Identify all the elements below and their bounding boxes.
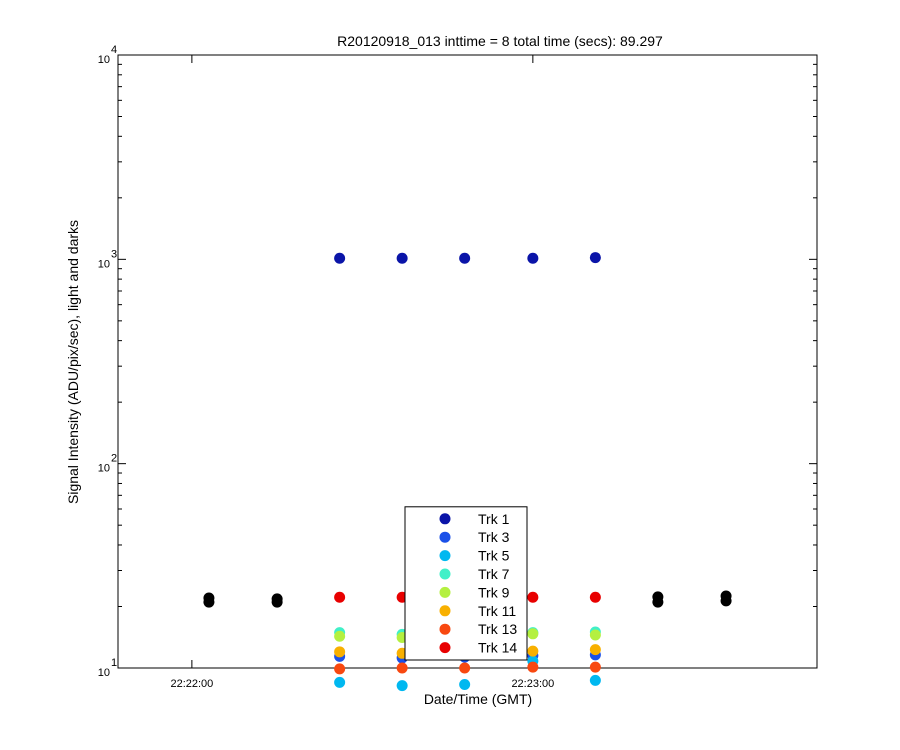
data-point xyxy=(527,591,539,603)
data-point xyxy=(459,252,471,264)
legend-marker xyxy=(439,623,451,635)
legend-label: Trk 3 xyxy=(478,529,510,545)
y-tick-exponent: 1 xyxy=(111,657,117,669)
y-tick-label: 10 xyxy=(98,54,110,66)
data-point xyxy=(334,591,346,603)
data-point xyxy=(334,252,346,264)
y-tick-label: 10 xyxy=(98,463,110,475)
legend-marker xyxy=(439,642,451,654)
data-point xyxy=(589,629,601,641)
data-point xyxy=(589,591,601,603)
data-point xyxy=(527,628,539,640)
x-tick-label: 22:22:00 xyxy=(170,678,213,690)
legend-label: Trk 5 xyxy=(478,548,510,564)
data-point xyxy=(334,676,346,688)
y-axis-label: Signal Intensity (ADU/pix/sec), light an… xyxy=(65,220,81,504)
legend-marker xyxy=(439,605,451,617)
data-point xyxy=(527,252,539,264)
legend-marker xyxy=(439,513,451,525)
legend-marker xyxy=(439,586,451,598)
data-point xyxy=(334,663,346,675)
y-tick-exponent: 3 xyxy=(111,248,117,260)
data-point xyxy=(459,662,471,674)
x-tick-label: 22:23:00 xyxy=(511,678,554,690)
data-point xyxy=(527,661,539,673)
legend-box xyxy=(404,506,528,661)
data-point xyxy=(589,644,601,656)
data-point xyxy=(589,252,601,264)
chart-title: R20120918_013 inttime = 8 total time (se… xyxy=(337,33,663,49)
data-point xyxy=(334,630,346,642)
data-point xyxy=(720,590,732,602)
y-tick-exponent: 4 xyxy=(111,44,117,56)
data-point xyxy=(396,662,408,674)
data-point xyxy=(334,646,346,658)
data-point xyxy=(589,661,601,673)
legend-label: Trk 13 xyxy=(478,621,517,637)
data-point xyxy=(271,593,283,605)
data-point xyxy=(459,679,471,691)
y-tick-exponent: 2 xyxy=(111,453,117,465)
legend-marker xyxy=(439,550,451,562)
data-point xyxy=(527,645,539,657)
data-point xyxy=(396,680,408,692)
legend: Trk 1 Trk 3 Trk 5 Trk 7 Trk 9 Trk 11 Trk 13 Trk… xyxy=(404,506,528,661)
data-point xyxy=(396,252,408,264)
legend-label: Trk 9 xyxy=(478,584,510,600)
y-tick-label: 10 xyxy=(98,667,110,679)
x-axis-label: Date/Time (GMT) xyxy=(424,691,532,707)
data-point xyxy=(652,591,664,603)
y-tick-label: 10 xyxy=(98,258,110,270)
data-point xyxy=(589,674,601,686)
legend-label: Trk 1 xyxy=(478,511,510,527)
legend-label: Trk 11 xyxy=(478,603,516,619)
data-point xyxy=(203,592,215,604)
legend-marker xyxy=(439,568,451,580)
legend-label: Trk 14 xyxy=(478,640,517,656)
legend-label: Trk 7 xyxy=(478,566,510,582)
legend-marker xyxy=(439,531,451,543)
